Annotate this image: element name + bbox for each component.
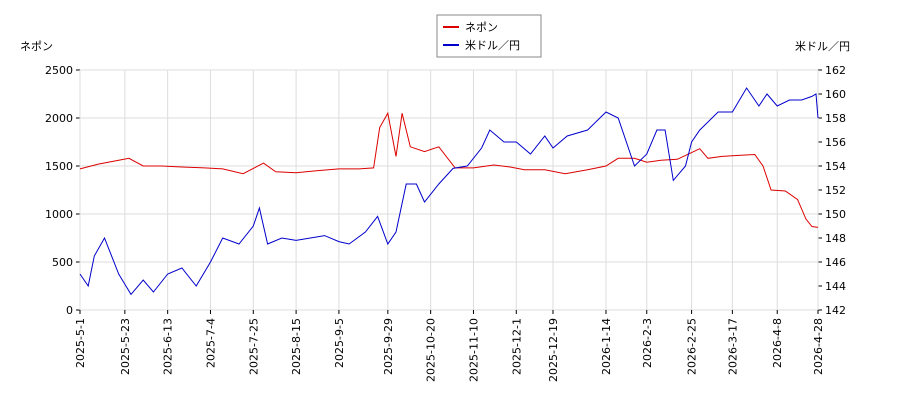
series-line bbox=[79, 111, 819, 228]
x-tick-label: 2025-8-15 bbox=[290, 318, 303, 375]
legend-box bbox=[436, 14, 542, 58]
y-tick-label: 1500 bbox=[45, 160, 73, 173]
x-tick-label: 2025-7-25 bbox=[247, 318, 260, 375]
series-line bbox=[79, 87, 819, 296]
x-tick-label: 2025-10-20 bbox=[425, 318, 438, 382]
x-tick-label: 2026-1-14 bbox=[600, 318, 613, 375]
y2-tick-label: 156 bbox=[825, 136, 846, 149]
legend-label: 米ドル／円 bbox=[465, 39, 520, 52]
x-tick-label: 2026-4-8 bbox=[771, 318, 784, 368]
y2-tick-label: 150 bbox=[825, 208, 846, 221]
y-axis-label: ネポン bbox=[20, 40, 53, 53]
y-tick-label: 0 bbox=[66, 304, 73, 317]
y2-tick-label: 148 bbox=[825, 232, 846, 245]
plot-area bbox=[79, 69, 819, 311]
y2-axis-label: 米ドル／円 bbox=[795, 40, 850, 53]
x-tick-label: 2026-2-3 bbox=[641, 318, 654, 368]
x-tick-label: 2025-9-5 bbox=[333, 318, 346, 368]
x-tick-label: 2025-5-1 bbox=[74, 318, 87, 368]
x-tick-label: 2026-4-28 bbox=[812, 318, 825, 375]
x-tick-label: 2025-12-1 bbox=[510, 318, 523, 375]
y-tick-label: 1000 bbox=[45, 208, 73, 221]
x-tick-label: 2025-9-29 bbox=[382, 318, 395, 375]
x-tick-label: 2025-12-19 bbox=[547, 318, 560, 382]
y-tick-label: 500 bbox=[52, 256, 73, 269]
y2-tick-label: 146 bbox=[825, 256, 846, 269]
y2-tick-label: 158 bbox=[825, 112, 846, 125]
x-tick-label: 2026-2-25 bbox=[686, 318, 699, 375]
x-tick-label: 2025-11-10 bbox=[467, 318, 480, 382]
y-tick-label: 2000 bbox=[45, 112, 73, 125]
x-tick-label: 2025-5-23 bbox=[119, 318, 132, 375]
x-tick-label: 2025-7-4 bbox=[204, 318, 217, 368]
y-tick-label: 2500 bbox=[45, 64, 73, 77]
y2-tick-label: 152 bbox=[825, 184, 846, 197]
y2-tick-label: 142 bbox=[825, 304, 846, 317]
y2-tick-label: 160 bbox=[825, 88, 846, 101]
x-tick-label: 2025-6-13 bbox=[162, 318, 175, 375]
y2-tick-label: 162 bbox=[825, 64, 846, 77]
legend-label: ネポン bbox=[465, 21, 498, 34]
y2-tick-label: 144 bbox=[825, 280, 846, 293]
x-tick-label: 2026-3-17 bbox=[726, 318, 739, 375]
y2-tick-label: 154 bbox=[825, 160, 846, 173]
